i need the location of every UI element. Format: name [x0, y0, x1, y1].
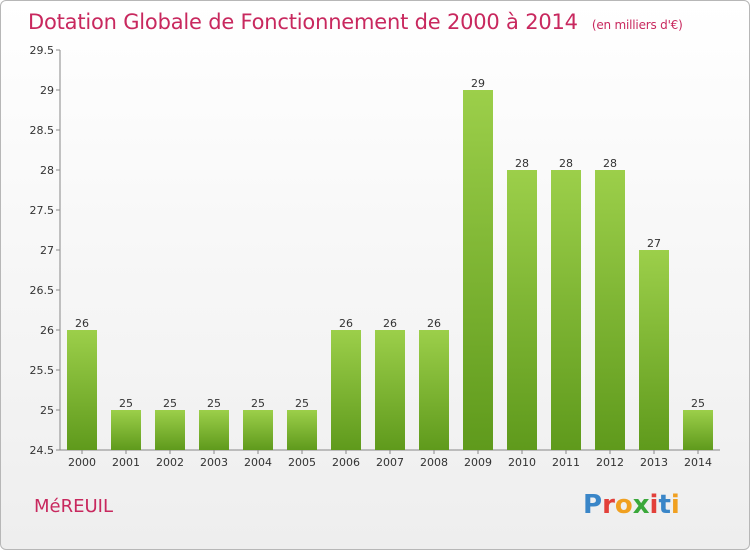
- data-label-2012: 28: [603, 157, 617, 170]
- data-label-2013: 27: [647, 237, 661, 250]
- x-tick-label: 2003: [200, 456, 228, 469]
- data-label-2008: 26: [427, 317, 441, 330]
- data-label-2011: 28: [559, 157, 573, 170]
- x-tick-label: 2009: [464, 456, 492, 469]
- data-label-2009: 29: [471, 77, 485, 90]
- data-label-2004: 25: [251, 397, 265, 410]
- proxiti-logo: Proxiti: [583, 490, 680, 520]
- bar-2005: [287, 410, 317, 450]
- y-tick-label: 25.5: [30, 364, 55, 377]
- bar-2012: [595, 170, 625, 450]
- data-label-2014: 25: [691, 397, 705, 410]
- x-tick-label: 2011: [552, 456, 580, 469]
- x-tick-label: 2013: [640, 456, 668, 469]
- y-tick-label: 26.5: [30, 284, 55, 297]
- x-tick-label: 2006: [332, 456, 360, 469]
- x-tick-label: 2010: [508, 456, 536, 469]
- x-tick-label: 2008: [420, 456, 448, 469]
- data-label-2003: 25: [207, 397, 221, 410]
- data-label-2006: 26: [339, 317, 353, 330]
- data-label-2002: 25: [163, 397, 177, 410]
- data-label-2005: 25: [295, 397, 309, 410]
- commune-name: MéREUIL: [34, 496, 113, 517]
- y-tick-label: 28.5: [30, 124, 55, 137]
- bar-2003: [199, 410, 229, 450]
- x-tick-label: 2000: [68, 456, 96, 469]
- bar-2004: [243, 410, 273, 450]
- data-label-2000: 26: [75, 317, 89, 330]
- chart-title: Dotation Globale de Fonctionnement de 20…: [28, 10, 683, 34]
- bar-2007: [375, 330, 405, 450]
- x-tick-label: 2004: [244, 456, 272, 469]
- y-tick-label: 29.5: [30, 44, 55, 57]
- y-tick-label: 24.5: [30, 444, 55, 457]
- x-tick-label: 2002: [156, 456, 184, 469]
- y-tick-label: 26: [40, 324, 54, 337]
- data-label-2010: 28: [515, 157, 529, 170]
- logo-letter: x: [632, 490, 650, 520]
- logo-letter: t: [658, 490, 671, 520]
- bar-2008: [419, 330, 449, 450]
- logo-letter: P: [583, 490, 603, 520]
- bar-2006: [331, 330, 361, 450]
- x-tick-label: 2005: [288, 456, 316, 469]
- bar-2010: [507, 170, 537, 450]
- y-tick-label: 25: [40, 404, 54, 417]
- bar-2001: [111, 410, 141, 450]
- y-tick-label: 27.5: [30, 204, 55, 217]
- y-tick-label: 28: [40, 164, 54, 177]
- chart-title-text: Dotation Globale de Fonctionnement de 20…: [28, 10, 578, 34]
- bar-2011: [551, 170, 581, 450]
- logo-letter: o: [614, 490, 633, 520]
- x-tick-label: 2001: [112, 456, 140, 469]
- data-label-2001: 25: [119, 397, 133, 410]
- bar-2013: [639, 250, 669, 450]
- y-tick-label: 27: [40, 244, 54, 257]
- data-label-2007: 26: [383, 317, 397, 330]
- y-tick-label: 29: [40, 84, 54, 97]
- x-tick-label: 2012: [596, 456, 624, 469]
- logo-letter: r: [602, 490, 615, 520]
- logo-letter: i: [649, 490, 659, 520]
- x-tick-label: 2014: [684, 456, 712, 469]
- bar-2002: [155, 410, 185, 450]
- x-tick-label: 2007: [376, 456, 404, 469]
- bar-2000: [67, 330, 97, 450]
- logo-letter: i: [670, 490, 680, 520]
- chart-subtitle: (en milliers d'€): [591, 18, 683, 32]
- bar-2009: [463, 90, 493, 450]
- bar-2014: [683, 410, 713, 450]
